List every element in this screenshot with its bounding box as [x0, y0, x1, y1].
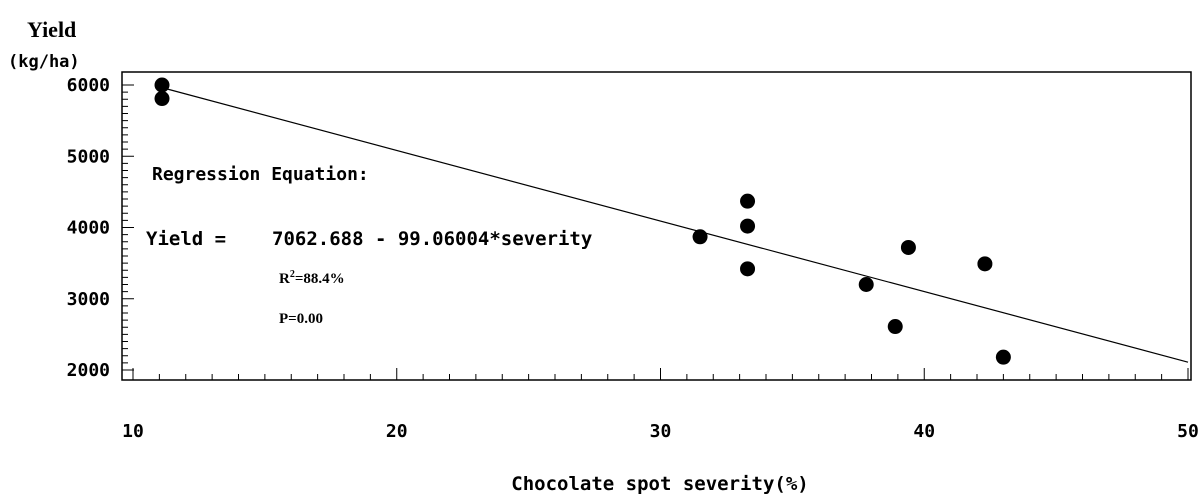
annotation-p-value: P=0.00	[279, 311, 323, 327]
data-points	[154, 77, 1011, 365]
y-tick-label: 3000	[67, 289, 110, 310]
data-point	[900, 239, 916, 255]
annotation-equation-rhs: 7062.688 - 99.06004*severity	[272, 228, 592, 250]
regression-line	[161, 87, 1189, 363]
axes	[121, 71, 1192, 381]
data-point	[740, 218, 756, 234]
data-point	[887, 319, 903, 335]
data-point	[740, 261, 756, 277]
y-tick-label: 5000	[67, 146, 110, 167]
y-tick-label: 4000	[67, 218, 110, 239]
r2-prefix: R	[279, 271, 290, 287]
annotation-r-squared: R2=88.4%	[279, 269, 345, 287]
x-tick-label: 20	[386, 421, 408, 442]
data-point	[154, 91, 170, 107]
x-tick-label: 30	[650, 421, 672, 442]
y-tick-label: 2000	[67, 360, 110, 381]
data-point	[977, 256, 993, 272]
regression-line-group	[161, 87, 1189, 363]
ticks: 10 20 30 40 50 2000 3000 4000 5000 6000	[67, 75, 1199, 442]
annotation-equation-lhs: Yield =	[146, 228, 226, 250]
annotation-heading: Regression Equation:	[152, 164, 369, 185]
data-point	[154, 77, 170, 93]
data-point	[692, 229, 708, 245]
data-point	[858, 277, 874, 292]
y-axis-label-line2: (kg/ha)	[8, 52, 80, 72]
data-point	[995, 349, 1011, 365]
x-tick-label: 10	[122, 421, 144, 442]
y-tick-label: 6000	[67, 75, 110, 96]
r2-value: =88.4%	[295, 271, 345, 287]
r2-superscript: 2	[290, 269, 295, 280]
x-tick-label: 40	[913, 421, 935, 442]
data-point	[740, 193, 756, 209]
plot-frame	[121, 71, 1192, 381]
y-axis-label-line1: Yield	[27, 17, 76, 42]
x-tick-label: 50	[1177, 421, 1199, 442]
x-axis-label: Chocolate spot severity(%)	[511, 473, 808, 495]
